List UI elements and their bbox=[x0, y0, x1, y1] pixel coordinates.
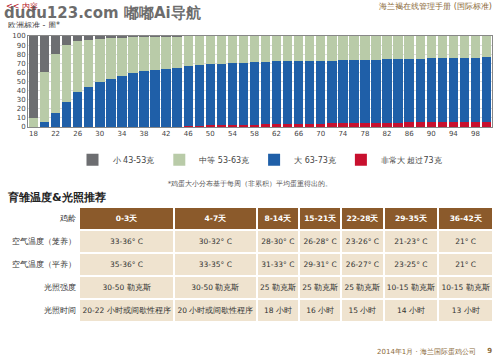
html-text:16 小时: 16 小时 bbox=[306, 306, 335, 315]
html-text:21° C: 21° C bbox=[455, 237, 477, 246]
svg-text:98: 98 bbox=[471, 130, 480, 138]
svg-text:78: 78 bbox=[360, 130, 369, 138]
html-text:20 小时或间歇性程序: 20 小时或间歇性程序 bbox=[177, 306, 254, 315]
html-text:35-36° C: 35-36° C bbox=[109, 260, 144, 269]
html-text:23-26° C: 23-26° C bbox=[345, 237, 379, 246]
html-text:33-36° C: 33-36° C bbox=[109, 237, 144, 246]
svg-text:10: 10 bbox=[17, 114, 26, 122]
html-text:28-30° C: 28-30° C bbox=[261, 237, 295, 246]
html-text:欧洲标准 - 周*: 欧洲标准 - 周* bbox=[8, 21, 60, 30]
svg-text:80: 80 bbox=[17, 51, 26, 59]
svg-text:18: 18 bbox=[29, 130, 38, 138]
svg-text:非常大 超过73克: 非常大 超过73克 bbox=[381, 156, 442, 165]
html-text:22-28天: 22-28天 bbox=[346, 214, 379, 223]
svg-text:0: 0 bbox=[21, 123, 25, 131]
html-text:*鸡蛋大小分布基于每周（非累积）平均蛋重得出的。: *鸡蛋大小分布基于每周（非累积）平均蛋重得出的。 bbox=[167, 180, 333, 188]
svg-text:82: 82 bbox=[383, 130, 392, 138]
svg-text:100: 100 bbox=[12, 32, 25, 40]
svg-text:26: 26 bbox=[73, 130, 82, 138]
html-text:31-33° C: 31-33° C bbox=[261, 260, 295, 269]
html-text:23-25° C: 23-25° C bbox=[394, 260, 428, 269]
html-text:9: 9 bbox=[487, 347, 492, 355]
svg-text:38: 38 bbox=[140, 130, 149, 138]
svg-text:90: 90 bbox=[427, 130, 436, 138]
html-text:29-31° C: 29-31° C bbox=[303, 260, 337, 269]
html-text:光照时间: 光照时间 bbox=[44, 306, 76, 315]
svg-text:42: 42 bbox=[162, 130, 171, 138]
html-text:光照强度: 光照强度 bbox=[44, 283, 76, 292]
html-text:<< 内容: << 内容 bbox=[6, 2, 38, 11]
html-text:13 小时: 13 小时 bbox=[451, 306, 480, 315]
html-text:33-35° C: 33-35° C bbox=[198, 260, 232, 269]
svg-text:58: 58 bbox=[250, 130, 259, 138]
svg-text:34: 34 bbox=[117, 130, 126, 138]
html-text:26-27° C: 26-27° C bbox=[345, 260, 379, 269]
html-text:29-35天: 29-35天 bbox=[394, 214, 427, 223]
html-text:25 勒克斯: 25 勒克斯 bbox=[344, 283, 381, 292]
svg-text:86: 86 bbox=[405, 130, 414, 138]
html-text:空气温度（笼养）: 空气温度（笼养） bbox=[12, 237, 76, 246]
svg-text:74: 74 bbox=[338, 130, 347, 138]
html-text:30-50 勒克斯: 30-50 勒克斯 bbox=[191, 283, 240, 292]
html-text:25 勒克斯: 25 勒克斯 bbox=[302, 283, 339, 292]
html-text:4-7天: 4-7天 bbox=[204, 214, 227, 223]
svg-text:大 63-73克: 大 63-73克 bbox=[294, 156, 336, 165]
svg-text:30: 30 bbox=[95, 130, 104, 138]
html-text:26-28° C: 26-28° C bbox=[303, 237, 337, 246]
html-text:14 小时: 14 小时 bbox=[397, 306, 425, 315]
svg-text:50: 50 bbox=[17, 78, 26, 86]
svg-text:60: 60 bbox=[17, 69, 26, 77]
html-text:30-32° C: 30-32° C bbox=[198, 237, 232, 246]
html-text:10-15 勒克斯: 10-15 勒克斯 bbox=[441, 283, 490, 292]
html-text:0-3天: 0-3天 bbox=[115, 214, 138, 223]
html-text:25 勒克斯: 25 勒克斯 bbox=[259, 283, 296, 292]
html-text:30-50 勒克斯: 30-50 勒克斯 bbox=[102, 283, 151, 292]
svg-text:小 43-53克: 小 43-53克 bbox=[113, 156, 155, 165]
html-text:15 小时: 15 小时 bbox=[348, 306, 377, 315]
html-text:海兰褐在线管理手册 (国际标准): 海兰褐在线管理手册 (国际标准) bbox=[379, 2, 492, 11]
html-text:育雏温度&光照推荐: 育雏温度&光照推荐 bbox=[8, 191, 106, 204]
html-text:21-23° C: 21-23° C bbox=[394, 237, 428, 246]
html-text:20-22 小时或间歇性程序: 20-22 小时或间歇性程序 bbox=[82, 306, 171, 315]
svg-text:94: 94 bbox=[449, 130, 458, 138]
svg-text:90: 90 bbox=[17, 42, 26, 50]
svg-text:22: 22 bbox=[51, 130, 60, 138]
html-text:鸡龄: 鸡龄 bbox=[60, 214, 76, 223]
html-text:36-42天: 36-42天 bbox=[449, 214, 482, 223]
svg-text:66: 66 bbox=[294, 130, 303, 138]
html-text:2014年1月 · 海兰国际蛋鸡公司: 2014年1月 · 海兰国际蛋鸡公司 bbox=[377, 348, 476, 356]
svg-text:46: 46 bbox=[184, 130, 193, 138]
svg-text:70: 70 bbox=[17, 60, 26, 68]
svg-text:20: 20 bbox=[17, 105, 26, 113]
html-text:8-14天: 8-14天 bbox=[264, 214, 292, 223]
svg-text:30: 30 bbox=[17, 96, 26, 104]
svg-text:70: 70 bbox=[316, 130, 325, 138]
svg-text:62: 62 bbox=[272, 130, 281, 138]
svg-text:50: 50 bbox=[206, 130, 215, 138]
svg-text:40: 40 bbox=[17, 87, 26, 95]
svg-text:中等 53-63克: 中等 53-63克 bbox=[199, 156, 249, 165]
html-text:空气温度（平养）: 空气温度（平养） bbox=[12, 260, 76, 269]
html-text:15-21天: 15-21天 bbox=[304, 214, 337, 223]
html-text:21° C: 21° C bbox=[455, 260, 477, 269]
svg-text:54: 54 bbox=[228, 130, 237, 138]
html-text:10-15 勒克斯: 10-15 勒克斯 bbox=[386, 283, 435, 292]
html-text:18 小时: 18 小时 bbox=[263, 306, 292, 315]
html-text:dudu123.com 嘟嘟Ai导航: dudu123.com 嘟嘟Ai导航 bbox=[4, 4, 201, 22]
